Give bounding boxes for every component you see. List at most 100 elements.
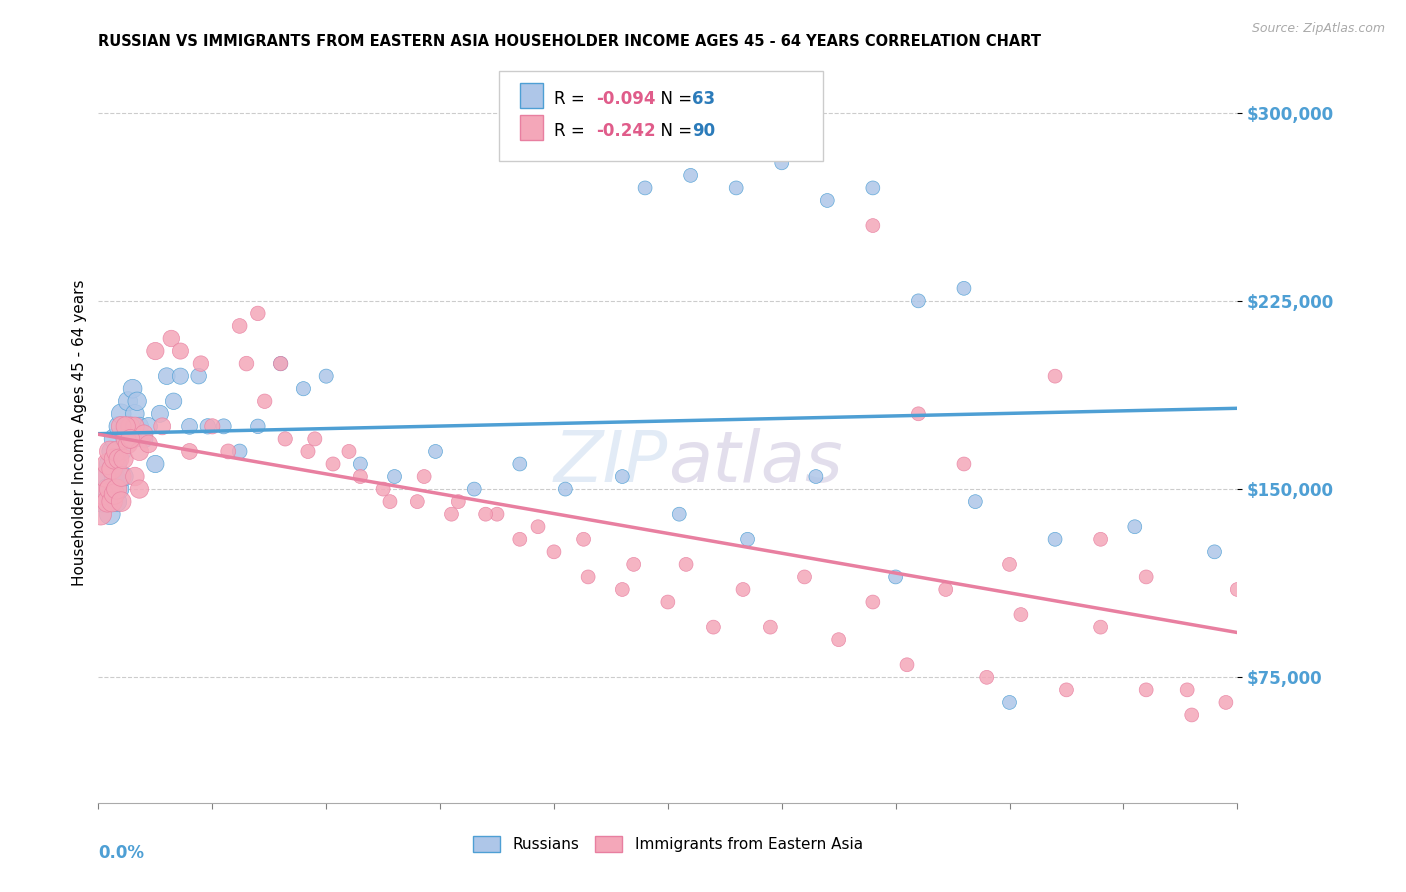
Point [110,444,132,458]
Point [156,369,179,384]
Point [197,419,219,434]
Point [406,494,429,508]
Point [759,620,782,634]
Point [623,558,645,572]
Point [862,181,884,195]
Point [103,469,125,483]
Point [998,558,1021,572]
Point [128,482,150,496]
Point [145,344,167,359]
Point [108,482,131,496]
Point [108,419,131,434]
Point [1135,682,1157,697]
Point [702,620,724,634]
Point [297,444,319,458]
Text: N =: N = [650,122,697,140]
Point [668,507,690,521]
Point [679,169,702,183]
Point [138,419,160,434]
Y-axis label: Householder Income Ages 45 - 64 years: Householder Income Ages 45 - 64 years [72,279,87,586]
Point [96,482,118,496]
Point [1215,695,1237,709]
Point [509,533,531,547]
Point [179,419,201,434]
Point [103,487,125,501]
Point [253,394,276,409]
Point [270,357,292,371]
Point [770,156,793,170]
Point [976,670,998,684]
Point [828,632,851,647]
Text: R =: R = [554,122,591,140]
Point [105,494,128,508]
Point [228,318,250,333]
Text: atlas: atlas [668,428,842,497]
Text: RUSSIAN VS IMMIGRANTS FROM EASTERN ASIA HOUSEHOLDER INCOME AGES 45 - 64 YEARS CO: RUSSIAN VS IMMIGRANTS FROM EASTERN ASIA … [98,34,1042,49]
Text: ZIP: ZIP [554,428,668,497]
Text: -0.094: -0.094 [596,90,655,108]
Point [187,369,209,384]
Point [612,582,634,597]
Point [527,520,550,534]
Point [162,394,184,409]
Point [1175,682,1198,697]
Point [121,382,143,396]
Point [103,452,125,467]
Point [1054,682,1078,697]
Point [101,494,124,508]
Point [1123,520,1146,534]
Point [124,407,146,421]
Point [413,469,436,483]
Point [110,419,132,434]
Point [907,407,929,421]
Point [179,444,201,458]
Point [349,457,371,471]
Text: N =: N = [650,90,697,108]
Point [907,293,929,308]
Point [1090,533,1112,547]
Point [169,344,191,359]
Point [124,469,146,483]
Point [96,494,118,508]
Point [91,487,114,501]
Point [128,419,150,434]
Text: 63: 63 [692,90,714,108]
Point [124,419,146,434]
Point [793,570,815,584]
Point [94,469,117,483]
Point [292,382,315,396]
Point [138,437,160,451]
Point [804,469,827,483]
Point [91,494,114,508]
Point [337,444,360,458]
Point [98,457,121,471]
Point [98,507,121,521]
Point [304,432,326,446]
Point [98,482,121,496]
Text: Source: ZipAtlas.com: Source: ZipAtlas.com [1251,22,1385,36]
Point [1043,369,1066,384]
Point [94,469,117,483]
Text: -0.242: -0.242 [596,122,655,140]
Text: R =: R = [554,90,591,108]
Point [474,507,496,521]
Point [486,507,509,521]
Point [935,582,957,597]
Point [110,494,132,508]
Point [1204,545,1226,559]
Point [378,494,401,508]
Point [112,469,135,483]
Point [1135,570,1157,584]
Point [675,558,697,572]
Point [110,469,132,483]
Point [425,444,447,458]
Point [108,452,131,467]
Point [101,444,124,458]
Point [953,457,976,471]
Point [105,482,128,496]
Point [953,281,976,295]
Point [1090,620,1112,634]
Point [657,595,679,609]
Point [543,545,565,559]
Point [246,306,269,320]
